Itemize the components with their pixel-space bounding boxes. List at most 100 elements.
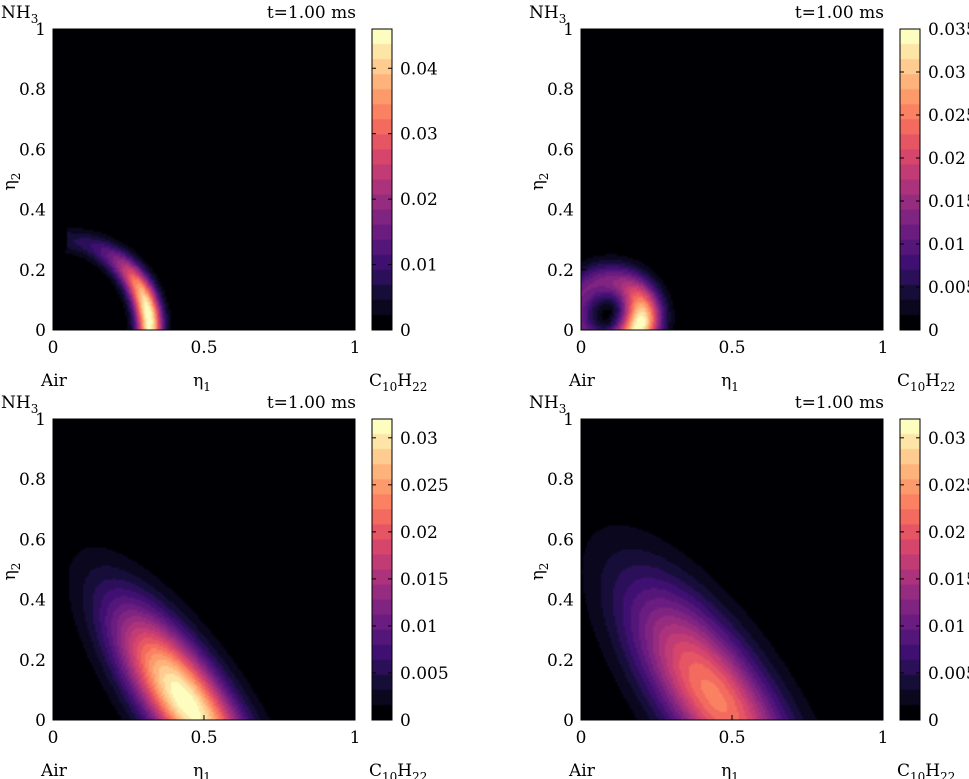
- fuel-label: C10H22: [897, 761, 955, 779]
- y-axis-label: η2: [528, 563, 551, 581]
- x-tick-label: 0: [576, 338, 587, 358]
- colorbar-tick-label: 0.025: [400, 476, 449, 496]
- colorbar-frame: [899, 28, 921, 331]
- colorbar-tick-label: 0.02: [400, 523, 438, 543]
- x-axis-label: η1: [721, 761, 739, 779]
- x-tick-label: 1: [350, 728, 361, 748]
- colorbar-tick-label: 0.03: [928, 63, 966, 83]
- x-tick-label: 1: [878, 728, 889, 748]
- colorbar: [900, 29, 920, 330]
- air-label: Air: [568, 371, 596, 391]
- x-tick-label: 0: [48, 728, 59, 748]
- x-axis-label: η1: [721, 371, 739, 394]
- colorbar-tick-label: 0.02: [928, 149, 966, 169]
- colorbar-frame: [899, 418, 921, 721]
- y-tick-label: 0.2: [19, 261, 46, 281]
- fuel-label: C10H22: [897, 371, 955, 394]
- colorbar-tick-label: 0.03: [400, 125, 438, 145]
- air-label: Air: [40, 371, 68, 391]
- colorbar-tick-label: 0: [400, 711, 411, 731]
- y-tick-label: 0.2: [547, 651, 574, 671]
- species-label: NH3: [529, 3, 566, 26]
- x-axis-label: η1: [193, 761, 211, 779]
- y-tick-label: 0: [563, 711, 574, 731]
- y-tick-label: 0.8: [19, 80, 46, 100]
- colorbar-tick-label: 0.025: [928, 476, 969, 496]
- colorbar-tick-label: 0: [928, 321, 939, 341]
- fuel-label: C10H22: [369, 761, 427, 779]
- y-tick-label: 0: [563, 321, 574, 341]
- y-tick-label: 0: [35, 711, 46, 731]
- colorbar-tick-label: 0.02: [928, 523, 966, 543]
- colorbar-frame: [371, 418, 393, 721]
- y-tick-label: 0.4: [547, 201, 574, 221]
- y-tick-label: 0.8: [547, 470, 574, 490]
- x-tick-label: 0: [576, 728, 587, 748]
- x-tick-label: 0.5: [190, 338, 217, 358]
- colorbar-tick-label: 0.015: [928, 192, 969, 212]
- colorbar-tick-label: 0.015: [928, 570, 969, 590]
- colorbar-tick-label: 0.025: [928, 106, 969, 126]
- colorbar: [372, 29, 392, 330]
- y-tick-label: 0.4: [547, 591, 574, 611]
- x-tick-label: 0.5: [718, 338, 745, 358]
- air-label: Air: [568, 761, 596, 779]
- time-label: t=1.00 ms: [795, 393, 884, 413]
- y-tick-label: 0.6: [547, 140, 574, 160]
- y-tick-label: 0.8: [547, 80, 574, 100]
- colorbar: [900, 419, 920, 720]
- x-tick-label: 0.5: [190, 728, 217, 748]
- y-tick-label: 0: [35, 321, 46, 341]
- species-label: NH3: [1, 3, 38, 26]
- y-tick-label: 0.6: [19, 140, 46, 160]
- colorbar-tick-label: 0.01: [400, 256, 438, 276]
- heatmap-field: [581, 419, 883, 720]
- species-label: NH3: [529, 393, 566, 416]
- colorbar-tick-label: 0.005: [928, 278, 969, 298]
- heatmap-field: [581, 29, 883, 330]
- y-tick-label: 0.8: [19, 470, 46, 490]
- y-tick-label: 1: [35, 410, 46, 430]
- fuel-label: C10H22: [369, 371, 427, 394]
- colorbar-tick-label: 0.03: [928, 429, 966, 449]
- colorbar-tick-label: 0.01: [400, 617, 438, 637]
- air-label: Air: [40, 761, 68, 779]
- colorbar-frame: [371, 28, 393, 331]
- x-axis-label: η1: [193, 371, 211, 394]
- species-label: NH3: [1, 393, 38, 416]
- y-axis-label: η2: [528, 173, 551, 191]
- colorbar-tick-label: 0.035: [928, 20, 969, 40]
- colorbar-tick-label: 0.01: [928, 235, 966, 255]
- y-tick-label: 0.4: [19, 591, 46, 611]
- y-tick-label: 1: [563, 20, 574, 40]
- y-tick-label: 0.4: [19, 201, 46, 221]
- y-tick-label: 0.6: [547, 530, 574, 550]
- time-label: t=1.00 ms: [267, 393, 356, 413]
- colorbar-tick-label: 0.015: [400, 570, 449, 590]
- y-axis-label: η2: [0, 173, 23, 191]
- colorbar-tick-label: 0.01: [928, 617, 966, 637]
- colorbar-tick-label: 0.005: [928, 664, 969, 684]
- colorbar: [372, 419, 392, 720]
- colorbar-tick-label: 0.04: [400, 59, 438, 79]
- heatmap-field: [53, 29, 355, 330]
- y-tick-label: 0.2: [19, 651, 46, 671]
- x-tick-label: 1: [878, 338, 889, 358]
- x-tick-label: 0: [48, 338, 59, 358]
- colorbar-tick-label: 0.02: [400, 190, 438, 210]
- colorbar-tick-label: 0.005: [400, 664, 449, 684]
- y-axis-label: η2: [0, 563, 23, 581]
- time-label: t=1.00 ms: [267, 3, 356, 23]
- heatmap-field: [53, 419, 355, 720]
- x-tick-label: 0.5: [718, 728, 745, 748]
- colorbar-tick-label: 0: [928, 711, 939, 731]
- y-tick-label: 1: [563, 410, 574, 430]
- y-tick-label: 0.2: [547, 261, 574, 281]
- x-tick-label: 1: [350, 338, 361, 358]
- y-tick-label: 1: [35, 20, 46, 40]
